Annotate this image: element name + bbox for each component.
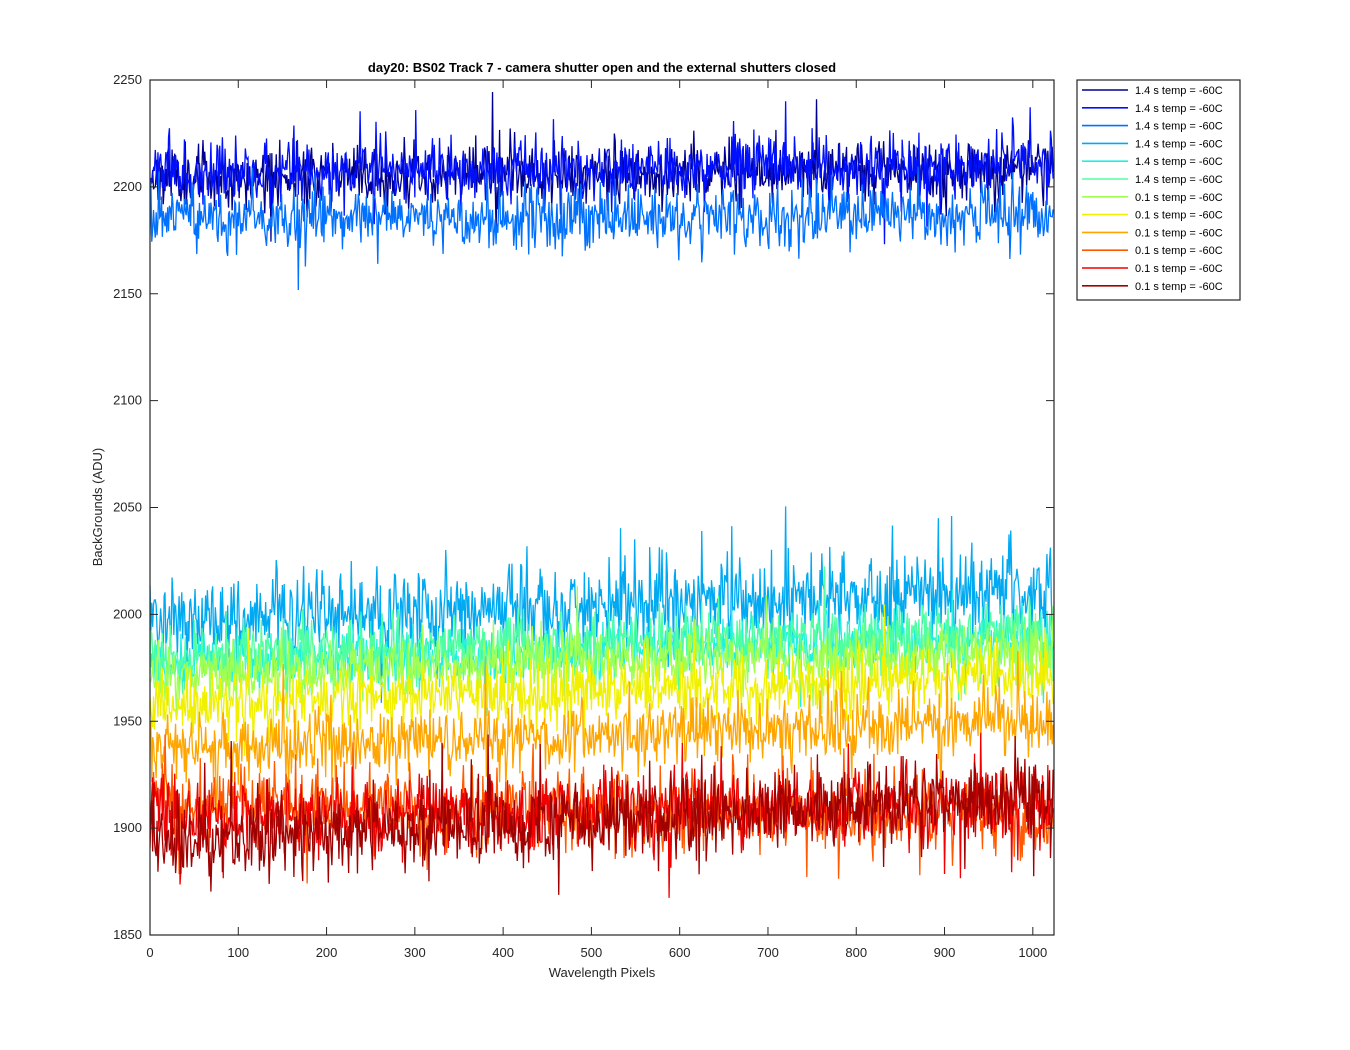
legend-label: 0.1 s temp = -60C — [1135, 227, 1223, 239]
x-tick-label: 800 — [845, 945, 867, 960]
legend-label: 0.1 s temp = -60C — [1135, 263, 1223, 275]
y-tick-label: 1850 — [113, 927, 142, 942]
y-tick-label: 1900 — [113, 820, 142, 835]
plot-area: 0 100 200 300 400 500 600 700 800 900 1000 1850 1900… — [113, 72, 1055, 960]
y-tick-label: 2150 — [113, 286, 142, 301]
legend-label: 1.4 s temp = -60C — [1135, 103, 1223, 115]
legend: 1.4 s temp = -60C 1.4 s temp = -60C 1.4 s … — [1076, 79, 1241, 301]
x-tick-label: 1000 — [1018, 945, 1047, 960]
legend-label: 0.1 s temp = -60C — [1135, 192, 1223, 204]
x-tick-label: 300 — [404, 945, 426, 960]
x-tick-label: 600 — [669, 945, 691, 960]
x-tick-label: 500 — [581, 945, 603, 960]
series-line-12 — [150, 734, 1054, 895]
series-line-9 — [150, 650, 1054, 809]
legend-label: 1.4 s temp = -60C — [1135, 85, 1223, 97]
legend-label: 1.4 s temp = -60C — [1135, 174, 1223, 186]
series-line-2 — [150, 101, 1054, 245]
legend-label: 1.4 s temp = -60C — [1135, 138, 1223, 150]
legend-label: 0.1 s temp = -60C — [1135, 210, 1223, 222]
legend-box — [1076, 79, 1241, 301]
series-line-3 — [150, 166, 1054, 290]
tick-group: 0 100 200 300 400 500 600 700 800 900 1000 1850 1900… — [113, 72, 1054, 960]
legend-label: 1.4 s temp = -60C — [1135, 121, 1223, 133]
legend-label: 0.1 s temp = -60C — [1135, 245, 1223, 257]
y-tick-label: 2000 — [113, 606, 142, 621]
x-axis-label: Wavelength Pixels — [549, 965, 656, 980]
x-tick-label: 0 — [146, 945, 153, 960]
x-tick-label: 700 — [757, 945, 779, 960]
x-tick-label: 400 — [492, 945, 514, 960]
y-tick-label: 2200 — [113, 179, 142, 194]
legend-label: 1.4 s temp = -60C — [1135, 156, 1223, 168]
series-group — [150, 92, 1054, 898]
x-tick-label: 900 — [934, 945, 956, 960]
series-line-8 — [150, 604, 1054, 757]
y-tick-label: 1950 — [113, 713, 142, 728]
y-tick-label: 2050 — [113, 500, 142, 515]
x-tick-label: 200 — [316, 945, 338, 960]
chart-title: day20: BS02 Track 7 - camera shutter ope… — [368, 60, 836, 75]
y-tick-label: 2100 — [113, 393, 142, 408]
legend-label: 0.1 s temp = -60C — [1135, 281, 1223, 293]
x-tick-label: 100 — [227, 945, 249, 960]
y-axis-label: BackGrounds (ADU) — [90, 448, 105, 566]
y-tick-label: 2250 — [113, 72, 142, 87]
